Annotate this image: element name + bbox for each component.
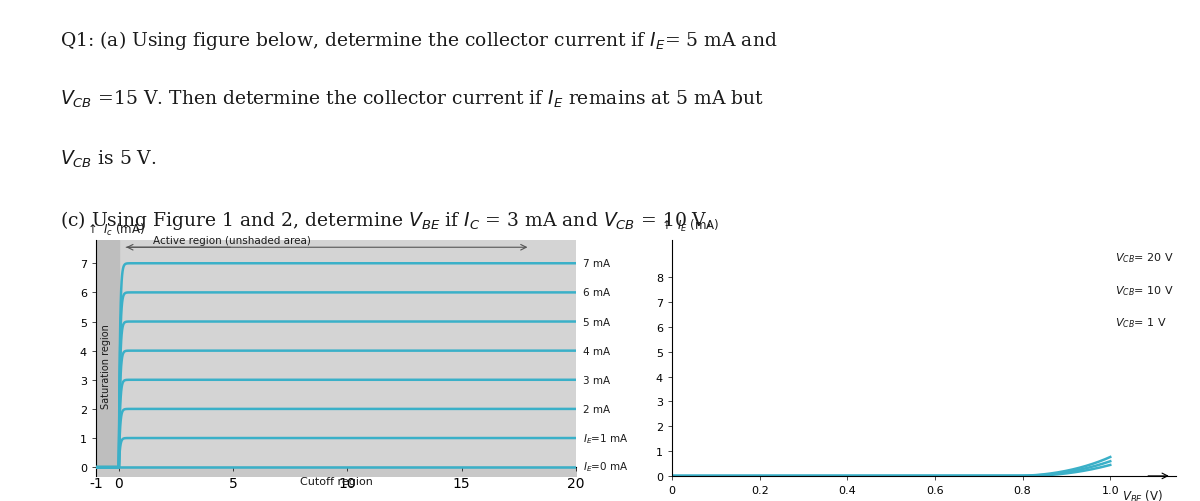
Text: 3 mA: 3 mA — [583, 375, 610, 385]
Text: 7 mA: 7 mA — [583, 259, 610, 269]
Text: 6 mA: 6 mA — [583, 288, 610, 298]
Text: $V_{CB}$= 1 V: $V_{CB}$= 1 V — [1115, 316, 1166, 329]
Text: $\uparrow$ $I_E$ (mA): $\uparrow$ $I_E$ (mA) — [659, 217, 720, 233]
Text: Active region (unshaded area): Active region (unshaded area) — [154, 236, 311, 245]
Text: Cutoff region: Cutoff region — [300, 476, 372, 486]
Text: Saturation region: Saturation region — [101, 323, 112, 408]
Text: $I_E$=1 mA: $I_E$=1 mA — [583, 431, 629, 445]
Text: $V_{CB}$= 10 V: $V_{CB}$= 10 V — [1115, 283, 1174, 297]
Text: (c) Using Figure 1 and 2, determine $V_{BE}$ if $I_C$ = 3 mA and $V_{CB}$ = 10 V: (c) Using Figure 1 and 2, determine $V_{… — [60, 208, 712, 231]
Text: 4 mA: 4 mA — [583, 346, 610, 356]
Text: $V_{BE}$ (V): $V_{BE}$ (V) — [1122, 488, 1163, 501]
Text: Q1: (a) Using figure below, determine the collector current if $I_E$= 5 mA and: Q1: (a) Using figure below, determine th… — [60, 29, 778, 52]
Text: $V_{CB}$ is 5 V.: $V_{CB}$ is 5 V. — [60, 148, 157, 169]
Text: $V_{CB}$ =15 V. Then determine the collector current if $I_E$ remains at 5 mA bu: $V_{CB}$ =15 V. Then determine the colle… — [60, 88, 764, 110]
Text: $I_E$=0 mA: $I_E$=0 mA — [583, 459, 629, 472]
Text: $V_{CB}$= 20 V: $V_{CB}$= 20 V — [1115, 251, 1174, 265]
Text: 2 mA: 2 mA — [583, 404, 610, 414]
Bar — [96, 240, 119, 476]
Text: $\uparrow$ $I_c$ (mA): $\uparrow$ $I_c$ (mA) — [84, 221, 144, 237]
Text: 5 mA: 5 mA — [583, 317, 610, 327]
